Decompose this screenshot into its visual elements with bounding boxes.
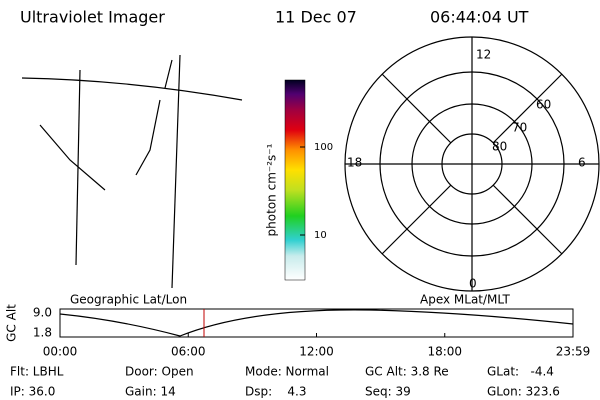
colorbar-label: photon cm⁻²s⁻¹ (265, 143, 279, 236)
y-label: GC Alt (5, 304, 19, 342)
colorbar (284, 79, 306, 281)
x-tick-label: 12:00 (299, 345, 334, 359)
panel-label: Geographic Lat/Lon (70, 293, 187, 307)
x-ticks: 00:00 06:00 12:00 18:00 23:59 (43, 333, 591, 359)
x-tick-label: 00:00 (43, 345, 78, 359)
mlt-label: 12 (476, 48, 491, 62)
altitude-curve (59, 309, 574, 337)
panel-label: Apex MLat/MLT (420, 293, 510, 307)
mlt-label: 0 (469, 277, 477, 291)
colorbar-tick-label: 10 (314, 230, 327, 241)
info-field: Mode: Normal (245, 365, 329, 379)
polar-grid (344, 36, 600, 292)
info-field: Door: Open (125, 365, 194, 379)
x-tick-label: 23:59 (556, 345, 591, 359)
info-field: Dsp: 4.3 (245, 385, 307, 399)
info-field: GLat: -4.4 (487, 365, 554, 379)
y-tick-label: 9.0 (33, 306, 52, 320)
info-field: Gain: 14 (125, 385, 176, 399)
geo-image (21, 54, 243, 289)
lat-label: 80 (492, 140, 507, 154)
mlt-label: 18 (347, 156, 362, 170)
info-field: Flt: LBHL (10, 365, 64, 379)
info-field: IP: 36.0 (10, 385, 55, 399)
date: 11 Dec 07 (275, 8, 357, 27)
lat-label: 70 (512, 121, 527, 135)
info-field: GC Alt: 3.8 Re (365, 365, 449, 379)
altitude-plot (59, 308, 574, 338)
x-tick-label: 06:00 (171, 345, 206, 359)
colorbar-tick-label: 100 (314, 142, 333, 153)
y-tick-label: 1.8 (33, 326, 52, 340)
info-field: Seq: 39 (365, 385, 411, 399)
time: 06:44:04 UT (430, 8, 529, 27)
lat-label: 60 (536, 98, 551, 112)
info-field: GLon: 323.6 (487, 385, 560, 399)
mlt-label: 6 (578, 156, 586, 170)
info: Flt: LBHL Door: Open Mode: Normal GC Alt: 3… (10, 365, 560, 399)
x-tick-label: 18:00 (427, 345, 462, 359)
title: Ultraviolet Imager (20, 8, 165, 27)
